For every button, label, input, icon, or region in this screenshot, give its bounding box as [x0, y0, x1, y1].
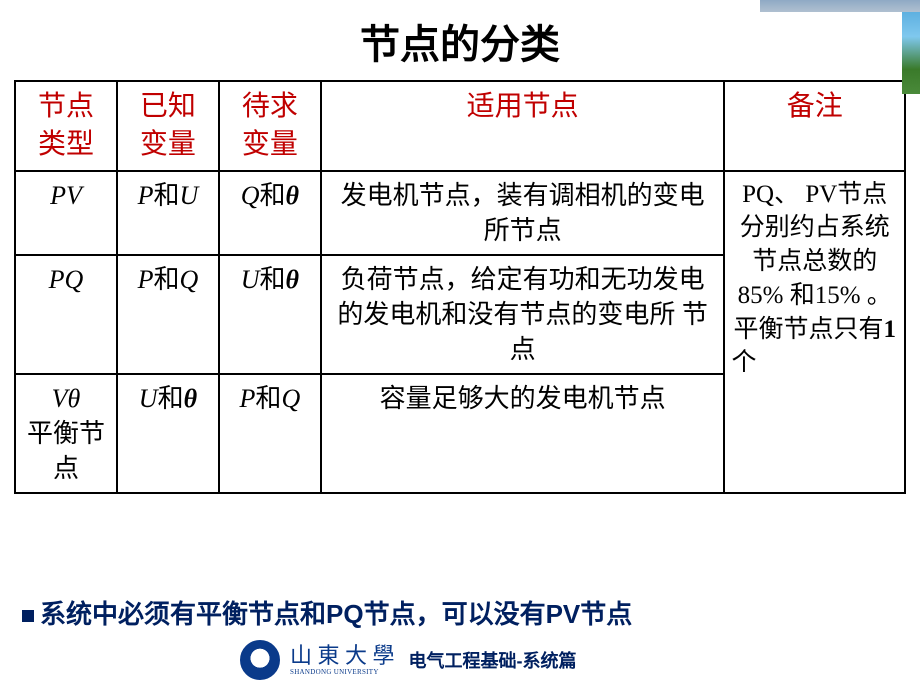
col-header-applicable: 适用节点	[321, 81, 725, 171]
col-header-note: 备注	[724, 81, 905, 171]
university-name-en: SHANDONG UNIVERSITY	[290, 669, 395, 676]
node-classification-table: 节点 类型 已知 变量 待求 变量 适用节点 备注 PV P和U Q和θ 发电机…	[14, 80, 906, 494]
decorative-top-bar	[760, 0, 920, 12]
cell-unknown: Q和θ	[219, 171, 321, 255]
header-text: 变量	[124, 126, 212, 164]
cell-unknown: U和θ	[219, 255, 321, 374]
header-text: 待求	[226, 88, 314, 126]
table-row: PV P和U Q和θ 发电机节点，装有调相机的变电所节点 PQ、 PV节点分别约…	[15, 171, 905, 255]
col-header-known: 已知 变量	[117, 81, 219, 171]
bullet-note: 系统中必须有平衡节点和PQ节点，可以没有PV节点	[22, 594, 632, 631]
cell-type: Vθ平衡节点	[15, 374, 117, 493]
university-block: 山 東 大 學 SHANDONG UNIVERSITY	[290, 645, 395, 676]
cell-type: PV	[15, 171, 117, 255]
header-text: 节点	[22, 88, 110, 126]
university-logo-icon	[240, 640, 280, 680]
cell-known: U和θ	[117, 374, 219, 493]
footer: 山 東 大 學 SHANDONG UNIVERSITY 电气工程基础-系统篇	[240, 640, 577, 680]
cell-note: PQ、 PV节点分别约占系统节点总数的 85% 和15% 。 平衡节点只有1个	[724, 171, 905, 494]
table-header-row: 节点 类型 已知 变量 待求 变量 适用节点 备注	[15, 81, 905, 171]
header-text: 已知	[124, 88, 212, 126]
cell-type: PQ	[15, 255, 117, 374]
cell-known: P和U	[117, 171, 219, 255]
cell-applicable: 容量足够大的发电机节点	[321, 374, 725, 493]
header-text: 类型	[22, 126, 110, 164]
cell-applicable: 发电机节点，装有调相机的变电所节点	[321, 171, 725, 255]
university-name: 山 東 大 學	[290, 645, 395, 667]
col-header-unknown: 待求 变量	[219, 81, 321, 171]
col-header-type: 节点 类型	[15, 81, 117, 171]
bullet-text: 系统中必须有平衡节点和PQ节点，可以没有PV节点	[40, 599, 632, 629]
cell-unknown: P和Q	[219, 374, 321, 493]
page-title: 节点的分类	[0, 0, 920, 80]
decorative-side-image	[902, 12, 920, 94]
header-text: 变量	[226, 126, 314, 164]
cell-applicable: 负荷节点，给定有功和无功发电的发电机和没有节点的变电所 节点	[321, 255, 725, 374]
course-name: 电气工程基础-系统篇	[409, 647, 577, 673]
bullet-square-icon	[22, 610, 34, 622]
cell-known: P和Q	[117, 255, 219, 374]
